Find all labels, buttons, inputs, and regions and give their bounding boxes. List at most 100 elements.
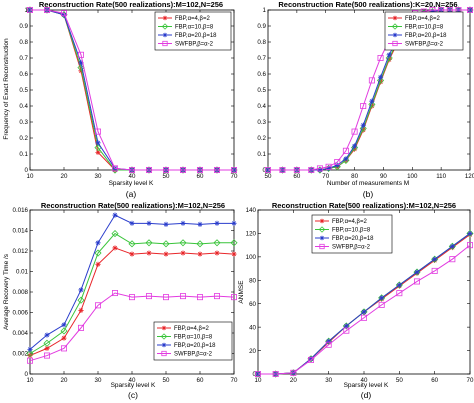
panel-d-ytick-label: 80 xyxy=(249,277,256,284)
panel-a-ytick-label: 0.1 xyxy=(19,151,28,158)
panel-c-series-3-point xyxy=(78,324,85,331)
panel-c-legend: FBP,α=4,β=2 FBP,α=10,β=8 FBP,α=20,β=18 SWFB… xyxy=(153,321,233,361)
panel-a-series-2-point xyxy=(61,12,67,18)
panel-c-ylabel: Average Recovery Time /s xyxy=(3,253,10,330)
panel-b-xtick-label: 70 xyxy=(322,173,329,180)
panel-d-series-3-point xyxy=(431,267,438,274)
panel-c-series-2-point xyxy=(112,212,118,218)
panel-c-series-2-point xyxy=(146,220,152,226)
panel-c-series-2-point xyxy=(27,346,33,352)
panel-c-series-1-point xyxy=(162,240,170,248)
panel-d-xtick-label: 70 xyxy=(467,377,474,384)
panel-b-series-3-point xyxy=(334,158,341,165)
panel-c-ytick-label: 0.01 xyxy=(16,269,29,276)
panel-b-legend-label: FBP,α=4,β=2 xyxy=(405,16,440,22)
panel-a-series-3-point xyxy=(145,166,152,173)
panel-d-legend: FBP,α=4,β=2 FBP,α=10,β=8 FBP,α=20,β=18 SWFB… xyxy=(311,214,393,254)
panel-a-ytick-label: 0.8 xyxy=(19,39,28,46)
panel-c-ytick-label: 0.012 xyxy=(13,248,29,255)
panel-a-series-3-point xyxy=(196,166,203,173)
panel-c-series-3-point xyxy=(196,294,203,301)
panel-c-xlabel: Sparsity level K xyxy=(111,382,156,389)
panel-b-ytick-label: 0.8 xyxy=(257,39,266,46)
panel-b-ytick-label: 0.3 xyxy=(257,119,266,126)
panel-a-series-2-point xyxy=(95,140,101,146)
panel-b-series-3-point xyxy=(264,166,271,173)
panel-c-ytick-label: 0.002 xyxy=(13,351,29,358)
panel-b-legend-label: FBP,α=10,β=8 xyxy=(405,25,444,31)
panel-d-series-3-point xyxy=(307,356,314,363)
panel-b-xtick-label: 50 xyxy=(265,173,272,180)
panel-c-series-0-point xyxy=(214,250,220,256)
panel-d-series-2-point xyxy=(396,282,402,288)
panel-b-plot: 50 60 70 80 90 100 110 120 0 0.1 0.2 0.3 0.4 0.5 0.6 0.… xyxy=(257,6,474,180)
panel-c-series-1-point xyxy=(111,230,119,238)
panel-d-ylabel: ANMSE xyxy=(238,280,245,304)
panel-c-series-3-point xyxy=(26,357,33,364)
panel-c-series-0-point xyxy=(146,250,152,256)
panel-c-series-2-point xyxy=(180,220,186,226)
panel-a-xlabel: Sparsity level K xyxy=(109,180,154,187)
panel-c-series-1-point xyxy=(179,239,187,247)
panel-a-series-3-point xyxy=(230,166,237,173)
panel-a-xtick-label: 30 xyxy=(95,173,102,180)
panel-c-xtick-label: 40 xyxy=(129,377,136,384)
panel-d-series-1-point xyxy=(466,229,474,237)
panel-b-legend-label: SWFBP,β=α-2 xyxy=(405,42,444,48)
panel-d-ytick-label: 60 xyxy=(249,301,256,308)
panel-b-xtick-label: 60 xyxy=(293,173,300,180)
panel-c-series-2-point xyxy=(61,322,67,328)
panel-a-series-3-point xyxy=(95,128,102,135)
panel-b-series-1-point xyxy=(307,166,315,174)
panel-b-series-2-point xyxy=(360,122,366,128)
panel-b-legend-marker xyxy=(391,23,399,30)
panel-c-series-2-point xyxy=(78,287,84,293)
panel-b-series-1-point xyxy=(278,166,286,174)
panel-d-ytick-label: 120 xyxy=(246,231,257,238)
panel-c-legend-label: FBP,α=10,β=8 xyxy=(174,335,213,341)
panel-c-legend-label: FBP,α=4,β=2 xyxy=(174,326,209,332)
panel-a-series-1-point xyxy=(196,166,204,174)
panel-b-series-3-point xyxy=(368,77,375,84)
panel-d-series-2-point xyxy=(308,356,314,362)
panel-c-series-1-point xyxy=(128,240,136,248)
panel-d: Reconstruction Rate(500 realizations):M=… xyxy=(238,201,474,400)
panel-b-series-3-line xyxy=(268,9,470,171)
panel-b-series-2-point xyxy=(351,143,358,149)
panel-b-series-1-point xyxy=(368,100,376,108)
panel-a-legend-marker xyxy=(162,15,168,21)
panel-b-series-2-point xyxy=(429,9,436,15)
panel-a-ytick-label: 0.5 xyxy=(19,87,28,94)
panel-b-ytick-label: 0.2 xyxy=(257,135,266,142)
panel-c-title: Reconstruction Rate(500 realizations):M=… xyxy=(41,201,225,210)
panel-a-xtick-label: 10 xyxy=(27,173,34,180)
panel-a-series-2-point xyxy=(78,60,84,66)
panel-d-xtick-label: 50 xyxy=(396,377,403,384)
panel-a-legend: FBP,α=4,β=2 FBP,α=10,β=8 FBP,α=20,β=18 SWFB… xyxy=(154,11,232,51)
panel-b-xtick-label: 80 xyxy=(351,173,358,180)
panel-b-ytick-label: 0 xyxy=(263,167,267,174)
panel-b-series-2-point xyxy=(343,156,349,162)
panel-b: Reconstruction Rate(500 realizations):K=… xyxy=(257,0,474,199)
panel-d-label: (d) xyxy=(361,390,372,400)
panel-b-series-0-point xyxy=(386,57,392,63)
panel-b-xtick-label: 90 xyxy=(380,173,387,180)
panel-c-xtick-label: 30 xyxy=(95,377,102,384)
panel-a-ytick-label: 0.9 xyxy=(19,23,28,30)
panel-a-series-3-point xyxy=(112,165,119,172)
panel-c-ytick-label: 0.016 xyxy=(13,207,29,214)
panel-d-series-3-point xyxy=(466,242,473,249)
panel-a-ytick-label: 0.4 xyxy=(19,103,28,110)
panel-a-series-1-point xyxy=(145,166,153,174)
panel-c-xtick-label: 70 xyxy=(231,377,238,384)
panel-b-series-3-point xyxy=(316,165,323,172)
panel-c-series-0-point xyxy=(180,250,186,256)
panel-b-legend: FBP,α=4,β=2 FBP,α=10,β=8 FBP,α=20,β=18 SWFB… xyxy=(384,11,464,51)
panel-c-series-1-point xyxy=(60,327,68,335)
panel-d-ytick-label: 140 xyxy=(246,207,257,214)
panel-b-series-2-point xyxy=(377,74,384,80)
panel-b-title: Reconstruction Rate(500 realizations):K=… xyxy=(278,0,457,9)
panel-a-series-3-point xyxy=(213,166,220,173)
panel-a-xtick-label: 60 xyxy=(197,173,204,180)
panel-d-xlabel: Sparsity level K xyxy=(344,382,389,389)
